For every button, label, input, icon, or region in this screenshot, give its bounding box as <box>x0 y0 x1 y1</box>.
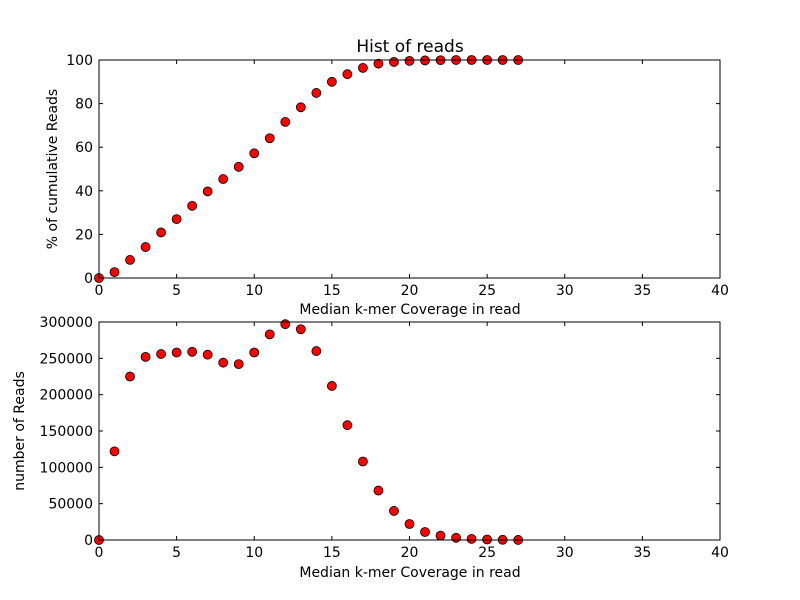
data-point <box>125 371 135 382</box>
y-tick-label: 300000 <box>40 315 93 331</box>
y-tick-label: 20 <box>75 227 93 243</box>
bottom-chart-number-of-reads: 0 5 10 15 20 25 30 35 40 0 50000 100000 150000 200000… <box>12 315 729 581</box>
data-point <box>404 519 415 529</box>
x-tick-label: 10 <box>245 283 263 299</box>
data-point <box>249 148 260 159</box>
data-point <box>280 117 291 127</box>
data-point <box>358 456 368 467</box>
data-point <box>140 242 151 252</box>
data-point <box>218 357 229 368</box>
top-chart-cumulative-reads: Hist of reads 0 5 10 15 20 25 30 35 40 0 20 40 60 80 1… <box>45 37 729 318</box>
y-tick-label: 40 <box>75 184 93 200</box>
data-point <box>233 161 244 172</box>
y-tick-label: 80 <box>75 97 93 113</box>
chart-title: Hist of reads <box>356 37 464 57</box>
top-chart-y-axis-label: % of cumulative Reads <box>45 89 61 249</box>
y-tick-label: 60 <box>75 140 93 156</box>
data-point <box>326 381 337 391</box>
data-point <box>295 324 306 335</box>
y-tick-label: 250000 <box>40 351 93 367</box>
data-point <box>202 186 213 197</box>
y-tick-label: 100000 <box>40 460 93 476</box>
data-point <box>140 351 151 362</box>
x-tick-label: 35 <box>633 283 651 299</box>
x-tick-label: 10 <box>245 545 263 561</box>
x-tick-label: 15 <box>323 283 341 299</box>
y-tick-label: 150000 <box>40 424 93 440</box>
x-tick-label: 0 <box>95 283 104 299</box>
data-point <box>373 485 384 496</box>
data-point <box>295 102 306 113</box>
x-tick-label: 35 <box>633 545 651 561</box>
data-point <box>435 530 446 541</box>
data-point <box>466 534 477 544</box>
x-tick-label: 20 <box>401 283 419 299</box>
y-tick-label: 200000 <box>40 388 93 404</box>
x-tick-label: 40 <box>711 283 729 299</box>
x-tick-label: 25 <box>478 545 496 561</box>
data-point <box>109 267 120 278</box>
bottom-chart-y-axis-label: number of Reads <box>12 371 28 491</box>
data-point <box>125 255 135 265</box>
data-point <box>218 174 229 184</box>
data-point <box>404 55 415 66</box>
bottom-chart-ticks: 0 5 10 15 20 25 30 35 40 0 50000 100000 150000 200000… <box>40 315 729 561</box>
data-point <box>342 69 353 80</box>
x-tick-label: 20 <box>401 545 419 561</box>
data-point <box>326 76 337 87</box>
y-tick-label: 100 <box>66 53 93 69</box>
data-point <box>171 214 182 225</box>
top-chart-x-axis-label: Median k-mer Coverage in read <box>299 302 520 318</box>
data-point <box>202 349 213 360</box>
data-point <box>373 58 384 69</box>
data-point <box>420 527 430 537</box>
data-point <box>171 347 182 358</box>
data-point <box>264 133 275 144</box>
data-point <box>264 329 275 340</box>
top-chart-axes-frame <box>98 59 721 279</box>
data-point <box>389 57 399 67</box>
top-chart-points <box>94 55 524 283</box>
x-tick-label: 30 <box>556 545 574 561</box>
y-tick-label: 0 <box>84 271 93 287</box>
data-point <box>342 420 353 431</box>
data-point <box>451 532 461 543</box>
data-point <box>311 346 322 356</box>
x-tick-label: 0 <box>95 545 104 561</box>
x-tick-label: 5 <box>172 283 181 299</box>
data-point <box>233 359 244 370</box>
x-tick-label: 40 <box>711 545 729 561</box>
data-point <box>187 346 198 357</box>
bottom-chart-axes-frame <box>98 321 721 541</box>
bottom-chart-x-axis-label: Median k-mer Coverage in read <box>299 565 520 581</box>
data-point <box>249 347 260 358</box>
x-tick-label: 5 <box>172 545 181 561</box>
data-point <box>156 349 167 359</box>
top-chart-ticks: 0 5 10 15 20 25 30 35 40 0 20 40 60 80 100 <box>66 53 729 299</box>
data-point <box>389 506 399 516</box>
data-point <box>311 88 322 98</box>
data-point <box>187 200 198 211</box>
data-point <box>280 319 291 330</box>
x-tick-label: 25 <box>478 283 496 299</box>
bottom-chart-points <box>94 319 524 545</box>
x-tick-label: 15 <box>323 545 341 561</box>
data-point <box>156 227 167 238</box>
y-tick-label: 50000 <box>48 497 93 513</box>
data-point <box>358 62 368 73</box>
data-point <box>109 446 120 457</box>
data-point <box>482 534 493 545</box>
x-tick-label: 30 <box>556 283 574 299</box>
y-tick-label: 0 <box>84 533 93 549</box>
